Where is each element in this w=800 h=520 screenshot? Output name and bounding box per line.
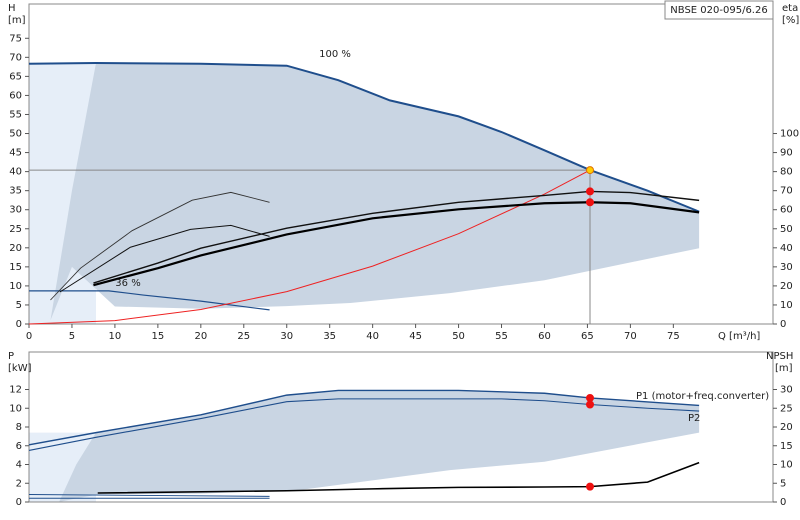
y2-tick-label: 30 (780, 262, 793, 273)
duty-point (586, 400, 595, 409)
curve (59, 224, 270, 293)
y-tick-label: 15 (9, 262, 22, 273)
curve-label: P1 (motor+freq.converter) (636, 391, 769, 402)
x-tick-label: 30 (280, 331, 293, 342)
y2-axis-unit: [m] (775, 363, 793, 374)
y-tick-label: 0 (16, 497, 22, 508)
y-tick-label: 70 (9, 52, 22, 63)
y2-tick-label: 20 (780, 281, 793, 292)
curve (28, 494, 270, 497)
y2-tick-label: 90 (780, 148, 793, 159)
x-tick-label: 70 (624, 331, 637, 342)
y-tick-label: 30 (9, 205, 22, 216)
curve-label: 36 % (115, 278, 140, 289)
x-tick-label: 50 (452, 331, 465, 342)
y-tick-label: 25 (9, 224, 22, 235)
y2-tick-label: 20 (780, 422, 793, 433)
y-axis-unit: [m] (8, 15, 26, 26)
y2-tick-label: 0 (780, 319, 786, 330)
y-tick-label: 8 (16, 422, 22, 433)
x-tick-label: 35 (323, 331, 336, 342)
x-tick-label: 45 (409, 331, 422, 342)
y-tick-label: 6 (16, 441, 22, 452)
y-tick-label: 10 (9, 281, 22, 292)
curve (28, 169, 591, 325)
y2-axis-unit: [%] (782, 15, 799, 26)
duty-point (586, 393, 595, 402)
duty-point (586, 482, 595, 491)
x-tick-label: 5 (69, 331, 75, 342)
x-tick-label: 40 (366, 331, 379, 342)
y2-axis-label: eta (782, 3, 798, 14)
title-box (664, 0, 774, 20)
duty-point (586, 166, 595, 175)
y-tick-label: 12 (9, 385, 22, 396)
y-tick-label: 10 (9, 403, 22, 414)
y2-tick-label: 80 (780, 167, 793, 178)
x-tick-label: 10 (109, 331, 122, 342)
y-axis-label: P (8, 351, 14, 362)
curve (93, 201, 700, 287)
y2-tick-label: 60 (780, 205, 793, 216)
y-tick-label: 20 (9, 243, 22, 254)
y-tick-label: 55 (9, 109, 22, 120)
curve (93, 190, 700, 284)
y2-tick-label: 5 (780, 478, 786, 489)
y-tick-label: 60 (9, 90, 22, 101)
y2-tick-label: 0 (780, 497, 786, 508)
curve (29, 290, 270, 311)
chart-title: NBSE 020-095/6.26 (670, 5, 767, 16)
curve (50, 191, 270, 301)
x-tick-label: 20 (194, 331, 207, 342)
y-tick-label: 50 (9, 129, 22, 140)
x-tick-label: 55 (495, 331, 508, 342)
y2-tick-label: 10 (780, 460, 793, 471)
y2-tick-label: 100 (780, 129, 799, 140)
y2-tick-label: 25 (780, 403, 793, 414)
y2-tick-label: 30 (780, 385, 793, 396)
curve (97, 461, 700, 494)
y2-tick-label: 40 (780, 243, 793, 254)
y-tick-label: 2 (16, 478, 22, 489)
curve (28, 389, 700, 446)
y2-tick-label: 15 (780, 441, 793, 452)
y2-tick-label: 10 (780, 300, 793, 311)
y2-axis-label: NPSH (766, 351, 793, 362)
operating-range (59, 390, 700, 502)
y-tick-label: 35 (9, 186, 22, 197)
y-tick-label: 0 (16, 319, 22, 330)
x-tick-label: 75 (667, 331, 680, 342)
x-tick-label: 65 (581, 331, 594, 342)
y2-tick-label: 70 (780, 186, 793, 197)
y-tick-label: 45 (9, 148, 22, 159)
y-tick-label: 75 (9, 33, 22, 44)
x-axis-label: Q [m³/h] (718, 331, 760, 342)
y-tick-label: 4 (16, 460, 22, 471)
y-axis-label: H (8, 3, 16, 14)
curve (28, 398, 700, 451)
curve (28, 62, 700, 213)
y-tick-label: 40 (9, 167, 22, 178)
duty-point (586, 187, 595, 196)
operating-range (50, 63, 700, 321)
y2-tick-label: 50 (780, 224, 793, 235)
plot-frame (28, 3, 774, 325)
y-tick-label: 5 (16, 300, 22, 311)
x-tick-label: 25 (237, 331, 250, 342)
x-tick-label: 0 (26, 331, 32, 342)
y-axis-unit: [kW] (8, 363, 32, 374)
curve-label: P2 (688, 413, 700, 424)
curve-label: 100 % (319, 49, 351, 60)
y-tick-label: 65 (9, 71, 22, 82)
x-tick-label: 15 (152, 331, 165, 342)
x-tick-label: 60 (538, 331, 551, 342)
duty-point (586, 198, 595, 207)
